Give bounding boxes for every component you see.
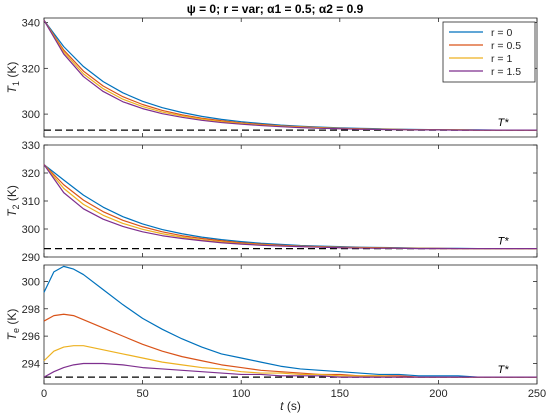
y-axis-label: Te (K) <box>5 309 21 341</box>
series-line-r-1-5 <box>43 164 537 250</box>
y-tick-label: 320 <box>22 168 40 180</box>
y-tick-label: 340 <box>22 18 40 30</box>
y-axis-label: T2 (K) <box>5 185 21 217</box>
y-tick-label: 298 <box>22 304 40 316</box>
legend-label: r = 1 <box>491 53 512 65</box>
y-tick-label: 296 <box>22 331 40 343</box>
series-line-r-0 <box>43 265 537 378</box>
x-axis-label: t (s) <box>280 399 301 413</box>
reference-label: T* <box>498 236 510 248</box>
y-tick-label: 330 <box>22 140 40 152</box>
reference-label: T* <box>498 117 510 129</box>
y-tick-label: 300 <box>22 109 40 121</box>
legend-label: r = 1.5 <box>491 66 521 78</box>
y-axis-label: T1 (K) <box>5 62 21 94</box>
y-tick-label: 320 <box>22 63 40 75</box>
chart-title: ψ = 0; r = var; α1 = 0.5; α2 = 0.9 <box>187 2 364 16</box>
series-line-r-1-5 <box>43 362 537 378</box>
x-tick-label: 150 <box>331 388 349 400</box>
x-tick-label: 0 <box>41 388 47 400</box>
y-tick-label: 300 <box>22 276 40 288</box>
y-tick-label: 294 <box>22 358 40 370</box>
reference-label: T* <box>498 364 510 376</box>
y-tick-label: 300 <box>22 224 40 236</box>
legend-label: r = 0.5 <box>491 40 521 52</box>
panel-axes-box <box>43 264 538 385</box>
y-tick-label: 310 <box>22 196 40 208</box>
y-tick-label: 290 <box>22 252 40 264</box>
x-tick-label: 100 <box>232 388 250 400</box>
legend-label: r = 0 <box>491 27 512 39</box>
panel-axes-box <box>43 144 538 258</box>
series-line-r-1-5 <box>43 19 537 131</box>
x-tick-label: 250 <box>528 388 546 400</box>
x-tick-label: 200 <box>429 388 447 400</box>
legend-box <box>442 21 536 83</box>
x-tick-label: 50 <box>136 388 148 400</box>
